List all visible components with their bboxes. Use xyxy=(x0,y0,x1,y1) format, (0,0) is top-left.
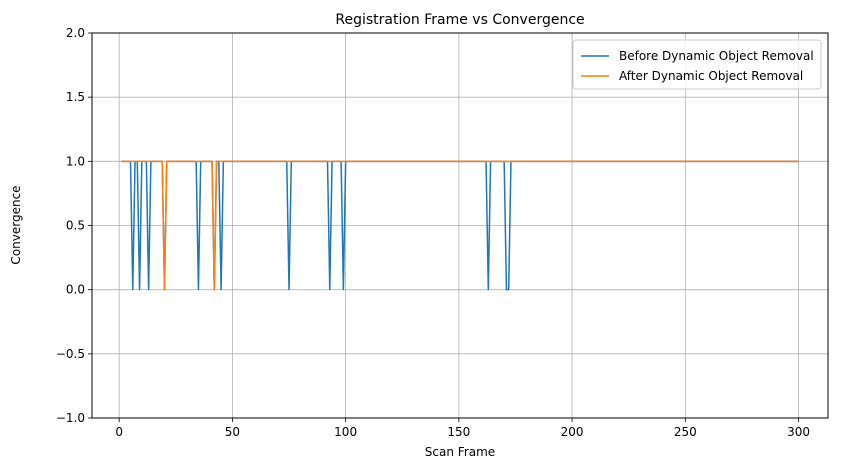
y-tick-label: 0.0 xyxy=(66,283,85,297)
x-tick-label: 150 xyxy=(447,425,470,439)
legend-box xyxy=(572,39,822,90)
x-tick-label: 100 xyxy=(334,425,357,439)
y-tick-label: −1.0 xyxy=(56,411,85,425)
x-axis: 0 50 100 150 200 250 300 xyxy=(115,418,810,439)
legend-label: After Dynamic Object Removal xyxy=(619,69,803,83)
legend-label: Before Dynamic Object Removal xyxy=(619,49,814,63)
y-tick-label: 0.5 xyxy=(66,219,85,233)
y-tick-label: 1.0 xyxy=(66,154,85,168)
y-tick-label: 2.0 xyxy=(66,26,85,40)
series-lines xyxy=(121,160,799,291)
legend: Before Dynamic Object Removal After Dynam… xyxy=(572,39,822,90)
x-tick-label: 300 xyxy=(787,425,810,439)
x-tick-label: 250 xyxy=(674,425,697,439)
grid xyxy=(92,32,828,419)
chart-title: Registration Frame vs Convergence xyxy=(335,12,584,28)
y-tick-label: −0.5 xyxy=(56,347,85,361)
y-axis: −1.0 −0.5 0.0 0.5 1.0 1.5 2.0 xyxy=(56,26,92,425)
x-tick-label: 200 xyxy=(561,425,584,439)
x-axis-label: Scan Frame xyxy=(425,445,495,459)
series-line-after xyxy=(121,160,799,291)
x-tick-label: 50 xyxy=(225,425,240,439)
x-tick-label: 0 xyxy=(115,425,123,439)
y-tick-label: 1.5 xyxy=(66,90,85,104)
y-axis-label: Convergence xyxy=(9,185,23,264)
